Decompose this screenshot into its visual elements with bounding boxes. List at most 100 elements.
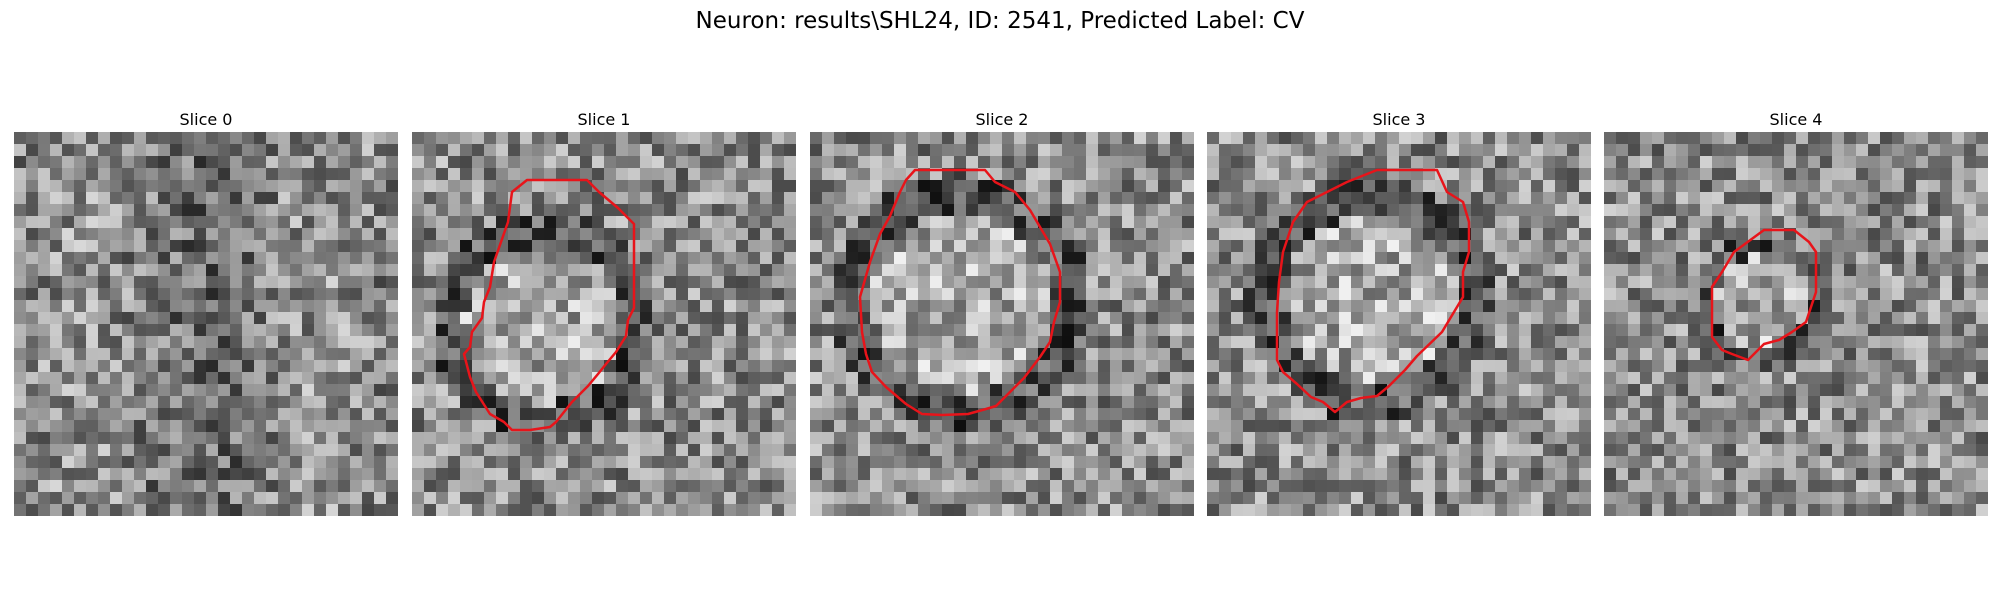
pixel xyxy=(1688,264,1701,277)
pixel xyxy=(1640,444,1653,457)
pixel xyxy=(748,264,761,277)
pixel xyxy=(1459,408,1472,421)
pixel xyxy=(1182,288,1194,301)
pixel xyxy=(1423,480,1436,493)
pixel xyxy=(170,288,183,301)
pixel xyxy=(784,480,796,493)
pixel xyxy=(1447,408,1460,421)
pixel xyxy=(954,240,967,253)
pixel xyxy=(882,468,895,481)
pixel xyxy=(1459,360,1472,373)
pixel xyxy=(580,492,593,505)
pixel xyxy=(520,300,533,313)
pixel xyxy=(1772,396,1785,409)
pixel xyxy=(532,312,545,325)
pixel xyxy=(990,144,1003,157)
pixel xyxy=(1255,360,1268,373)
pixel xyxy=(1231,360,1244,373)
pixel xyxy=(1531,420,1544,433)
pixel xyxy=(724,432,737,445)
pixel xyxy=(242,492,255,505)
pixel xyxy=(978,324,991,337)
pixel xyxy=(1688,360,1701,373)
pixel xyxy=(1928,300,1941,313)
pixel xyxy=(1928,396,1941,409)
pixel xyxy=(1567,252,1580,265)
pixel xyxy=(1856,384,1869,397)
pixel xyxy=(1074,180,1087,193)
pixel xyxy=(1808,276,1821,289)
pixel xyxy=(712,372,725,385)
pixel xyxy=(1712,372,1725,385)
pixel xyxy=(14,360,27,373)
pixel xyxy=(1026,336,1039,349)
pixel xyxy=(122,156,135,169)
pixel xyxy=(1471,456,1484,469)
pixel xyxy=(86,288,99,301)
pixel xyxy=(50,444,63,457)
pixel xyxy=(1327,444,1340,457)
pixel xyxy=(110,492,123,505)
pixel xyxy=(1844,432,1857,445)
pixel xyxy=(1026,480,1039,493)
pixel xyxy=(1616,276,1629,289)
pixel xyxy=(1495,456,1508,469)
pixel xyxy=(1363,144,1376,157)
pixel xyxy=(822,132,835,145)
pixel xyxy=(1435,144,1448,157)
pixel xyxy=(1411,444,1424,457)
pixel xyxy=(386,276,398,289)
pixel xyxy=(110,432,123,445)
pixel xyxy=(350,228,363,241)
pixel xyxy=(1976,372,1988,385)
pixel xyxy=(1700,180,1713,193)
pixel xyxy=(1676,288,1689,301)
pixel xyxy=(628,336,641,349)
pixel xyxy=(326,228,339,241)
pixel xyxy=(1423,228,1436,241)
pixel xyxy=(266,168,279,181)
pixel xyxy=(1158,324,1171,337)
pixel xyxy=(1736,252,1749,265)
pixel xyxy=(146,144,159,157)
pixel xyxy=(1146,420,1159,433)
pixel xyxy=(604,324,617,337)
pixel xyxy=(1158,348,1171,361)
pixel xyxy=(736,360,749,373)
pixel xyxy=(326,216,339,229)
pixel xyxy=(592,396,605,409)
pixel xyxy=(1170,492,1183,505)
pixel xyxy=(810,168,823,181)
pixel xyxy=(1351,216,1364,229)
pixel xyxy=(1122,132,1135,145)
pixel xyxy=(1327,468,1340,481)
pixel xyxy=(1086,216,1099,229)
pixel xyxy=(1808,312,1821,325)
pixel xyxy=(122,336,135,349)
pixel xyxy=(508,396,521,409)
pixel xyxy=(314,324,327,337)
pixel xyxy=(640,336,653,349)
pixel xyxy=(412,408,425,421)
pixel xyxy=(110,312,123,325)
pixel xyxy=(1604,144,1617,157)
pixel xyxy=(266,228,279,241)
pixel xyxy=(182,312,195,325)
pixel xyxy=(1796,408,1809,421)
pixel xyxy=(760,312,773,325)
pixel xyxy=(1243,336,1256,349)
pixel xyxy=(580,480,593,493)
pixel xyxy=(1182,360,1194,373)
pixel xyxy=(1808,252,1821,265)
pixel xyxy=(1640,144,1653,157)
pixel xyxy=(290,300,303,313)
pixel xyxy=(1940,264,1953,277)
pixel xyxy=(62,180,75,193)
pixel xyxy=(1543,288,1556,301)
pixel xyxy=(1122,192,1135,205)
pixel xyxy=(664,444,677,457)
pixel xyxy=(230,372,243,385)
pixel xyxy=(266,204,279,217)
pixel xyxy=(1640,396,1653,409)
pixel xyxy=(1098,492,1111,505)
